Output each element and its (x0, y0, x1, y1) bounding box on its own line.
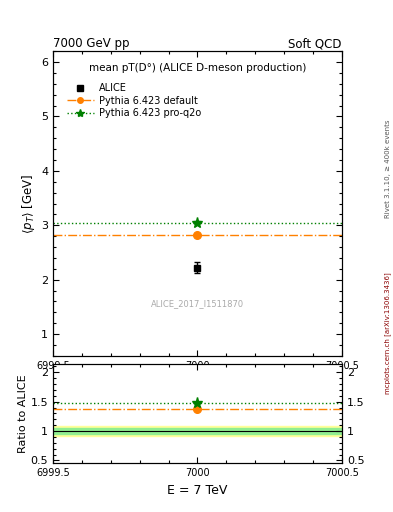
Text: Soft QCD: Soft QCD (288, 37, 342, 50)
Bar (53, 426, 342, 436)
Y-axis label: Ratio to ALICE: Ratio to ALICE (18, 374, 28, 453)
Text: mcplots.cern.ch [arXiv:1306.3436]: mcplots.cern.ch [arXiv:1306.3436] (384, 272, 391, 394)
Text: ALICE_2017_I1511870: ALICE_2017_I1511870 (151, 300, 244, 309)
Legend: ALICE, Pythia 6.423 default, Pythia 6.423 pro-q2o: ALICE, Pythia 6.423 default, Pythia 6.42… (64, 80, 204, 121)
Text: 7000 GeV pp: 7000 GeV pp (53, 37, 130, 50)
Text: Rivet 3.1.10, ≥ 400k events: Rivet 3.1.10, ≥ 400k events (385, 120, 391, 218)
Y-axis label: $\langle p_T \rangle$ [GeV]: $\langle p_T \rangle$ [GeV] (20, 174, 37, 233)
Text: mean pT(D°) (ALICE D-meson production): mean pT(D°) (ALICE D-meson production) (89, 63, 306, 73)
X-axis label: E = 7 TeV: E = 7 TeV (167, 484, 228, 497)
Bar (53, 429, 342, 434)
